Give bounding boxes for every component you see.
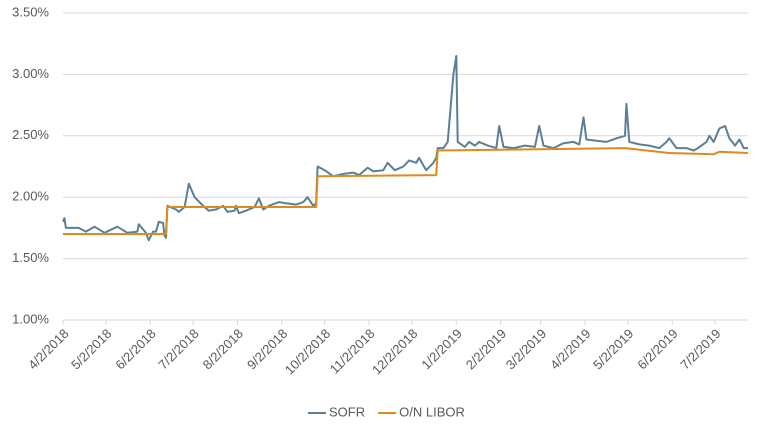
x-tick-label: 3/2/2019 — [503, 326, 549, 372]
series-line — [62, 55, 748, 242]
x-tick-label: 8/2/2018 — [200, 326, 246, 372]
series-line — [63, 147, 749, 235]
x-tick-label: 6/2/2019 — [634, 326, 680, 372]
x-tick-label: 12/2/2018 — [369, 326, 421, 378]
y-tick-label: 3.50% — [12, 4, 49, 19]
y-tick-label: 1.00% — [12, 311, 49, 326]
x-tick-label: 7/2/2018 — [155, 326, 201, 372]
y-tick-label: 2.00% — [12, 189, 49, 204]
y-tick-label: 2.50% — [12, 127, 49, 142]
x-tick-label: 2/2/2019 — [463, 326, 509, 372]
legend-label: O/N LIBOR — [399, 404, 465, 419]
x-tick-label: 4/2/2019 — [547, 326, 593, 372]
x-tick-label: 1/2/2019 — [418, 326, 464, 372]
y-tick-label: 3.00% — [12, 66, 49, 81]
x-tick-label: 4/2/2018 — [25, 326, 71, 372]
legend-label: SOFR — [329, 404, 365, 419]
x-tick-label: 7/2/2019 — [677, 326, 723, 372]
x-tick-label: 10/2/2018 — [282, 326, 334, 378]
x-tick-label: 5/2/2019 — [590, 326, 636, 372]
y-tick-label: 1.50% — [12, 250, 49, 265]
x-tick-label: 6/2/2018 — [112, 326, 158, 372]
x-tick-label: 5/2/2018 — [68, 326, 114, 372]
